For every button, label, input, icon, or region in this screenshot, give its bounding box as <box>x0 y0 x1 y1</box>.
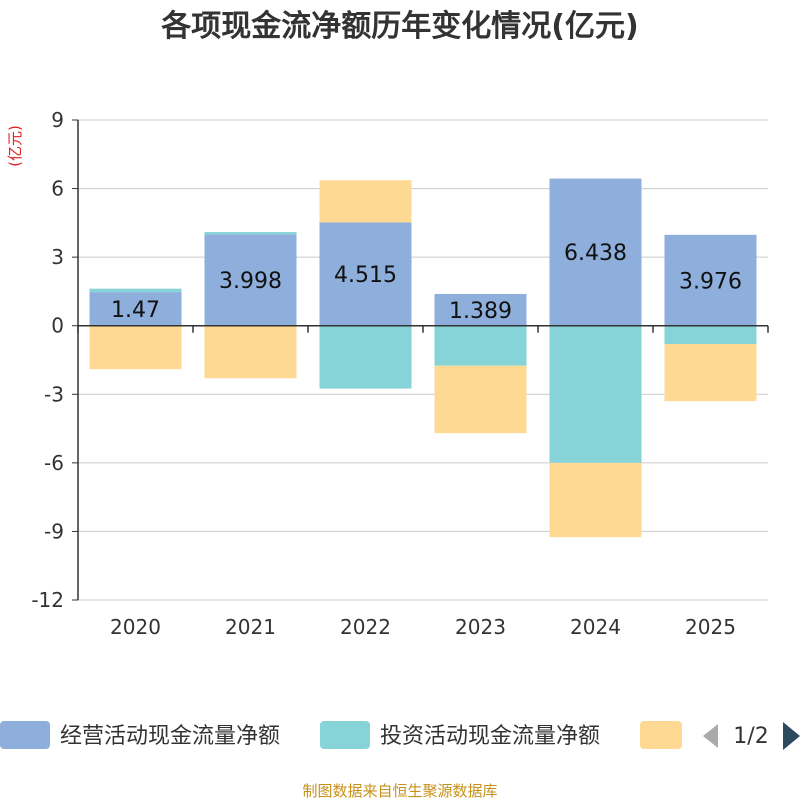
axes <box>77 120 769 600</box>
data-label: 3.998 <box>219 269 282 294</box>
grid-lines <box>78 119 768 601</box>
x-tick-label: 2022 <box>340 615 391 639</box>
y-tick-label: 9 <box>51 108 64 132</box>
bar-segment <box>434 365 527 434</box>
x-tick-label: 2025 <box>685 615 736 639</box>
legend-swatch[interactable] <box>0 721 50 749</box>
bar-segment <box>204 325 297 379</box>
y-tick-label: 3 <box>51 245 64 269</box>
x-axis-ticks: 2020 2021 2022 2023 2024 2025 <box>110 615 736 639</box>
y-axis-ticks: 9 6 3 0 -3 -6 -9 -12 <box>31 108 78 612</box>
page-prev-icon[interactable] <box>703 724 718 748</box>
legend-label[interactable]: 投资活动现金流量净额 <box>380 724 600 749</box>
bar-segment <box>434 325 527 366</box>
data-labels: 1.47 3.998 4.515 1.389 6.438 3.976 <box>111 241 742 324</box>
legend-label[interactable]: 经营活动现金流量净额 <box>60 724 280 749</box>
bar-segment <box>434 293 527 326</box>
bar-segment <box>89 292 182 326</box>
bar-segment <box>664 344 757 402</box>
x-tick-label: 2020 <box>110 615 161 639</box>
data-label: 6.438 <box>564 241 627 266</box>
page-next-icon[interactable] <box>783 722 800 750</box>
x-tick-label: 2024 <box>570 615 621 639</box>
y-tick-label: 0 <box>51 314 64 338</box>
y-tick-label: -9 <box>44 519 64 543</box>
y-tick-label: -12 <box>31 588 64 612</box>
bar-segment <box>549 462 642 538</box>
bar-segment <box>89 288 182 293</box>
bar-segment <box>664 325 757 344</box>
bar-segment <box>204 234 297 326</box>
legend-page-indicator: 1/2 <box>733 724 768 749</box>
bar-segment <box>204 232 297 235</box>
data-label: 1.47 <box>111 298 160 323</box>
data-source: 制图数据来自恒生聚源数据库 <box>302 782 497 800</box>
bar-segment <box>664 234 757 326</box>
x-tick-label: 2023 <box>455 615 506 639</box>
y-tick-label: 6 <box>51 177 64 201</box>
bar-segment <box>549 178 642 326</box>
legend: 经营活动现金流量净额 投资活动现金流量净额 1/2 <box>0 721 800 750</box>
data-label: 4.515 <box>334 263 397 288</box>
legend-swatch[interactable] <box>640 721 682 749</box>
y-tick-label: -6 <box>44 451 64 475</box>
bar-segment <box>89 325 182 370</box>
data-label: 1.389 <box>449 299 512 324</box>
x-tick-label: 2021 <box>225 615 276 639</box>
data-label: 3.976 <box>679 269 742 294</box>
legend-swatch[interactable] <box>320 721 370 749</box>
bar-segment <box>319 222 412 326</box>
chart-title: 各项现金流净额历年变化情况(亿元) <box>160 9 638 44</box>
y-tick-label: -3 <box>44 382 64 406</box>
bar-segment <box>319 180 412 223</box>
bar-segment <box>319 325 412 389</box>
bars <box>89 178 757 538</box>
y-axis-unit: (亿元) <box>6 125 24 167</box>
bar-segment <box>549 325 642 463</box>
